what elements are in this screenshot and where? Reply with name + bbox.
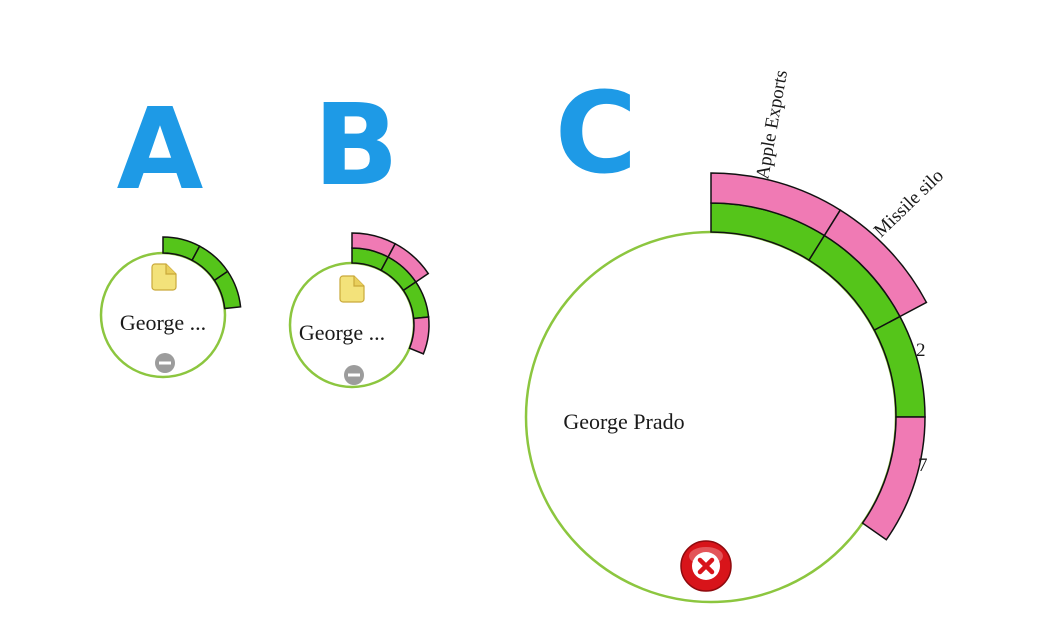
node-b-label: George ... (299, 320, 385, 345)
segment-pink-missile-silo[interactable] (823, 209, 928, 318)
label-count-2: 2 (916, 340, 926, 361)
node-a-label: George ... (120, 310, 206, 335)
document-icon (339, 275, 365, 303)
minus-circle-icon[interactable] (155, 353, 175, 373)
panel-a: A George ... (99, 78, 242, 379)
node-a-segments (162, 236, 242, 310)
panel-c: C George Prado Apple Exports Missile sil… (524, 62, 948, 604)
segment-pink-2[interactable] (387, 242, 430, 283)
minus-circle-icon[interactable] (344, 365, 364, 385)
segment-green-3[interactable] (213, 270, 242, 310)
label-apple-exports: Apple Exports (752, 69, 792, 181)
segment-pink-3[interactable] (408, 316, 430, 355)
panel-b-letter: B (313, 81, 398, 211)
label-missile-silo: Missile silo (870, 165, 948, 241)
panel-c-letter: C (555, 69, 637, 199)
delete-x-icon[interactable] (680, 540, 732, 592)
panel-b: B George ... (288, 74, 430, 389)
node-b-segments (351, 232, 430, 355)
panel-a-letter: A (117, 85, 204, 215)
label-count-7: 7 (918, 455, 928, 476)
node-c-label: George Prado (563, 409, 684, 434)
segment-pink-7[interactable] (861, 416, 926, 541)
node-c-segments (710, 172, 928, 541)
document-icon (151, 263, 177, 291)
